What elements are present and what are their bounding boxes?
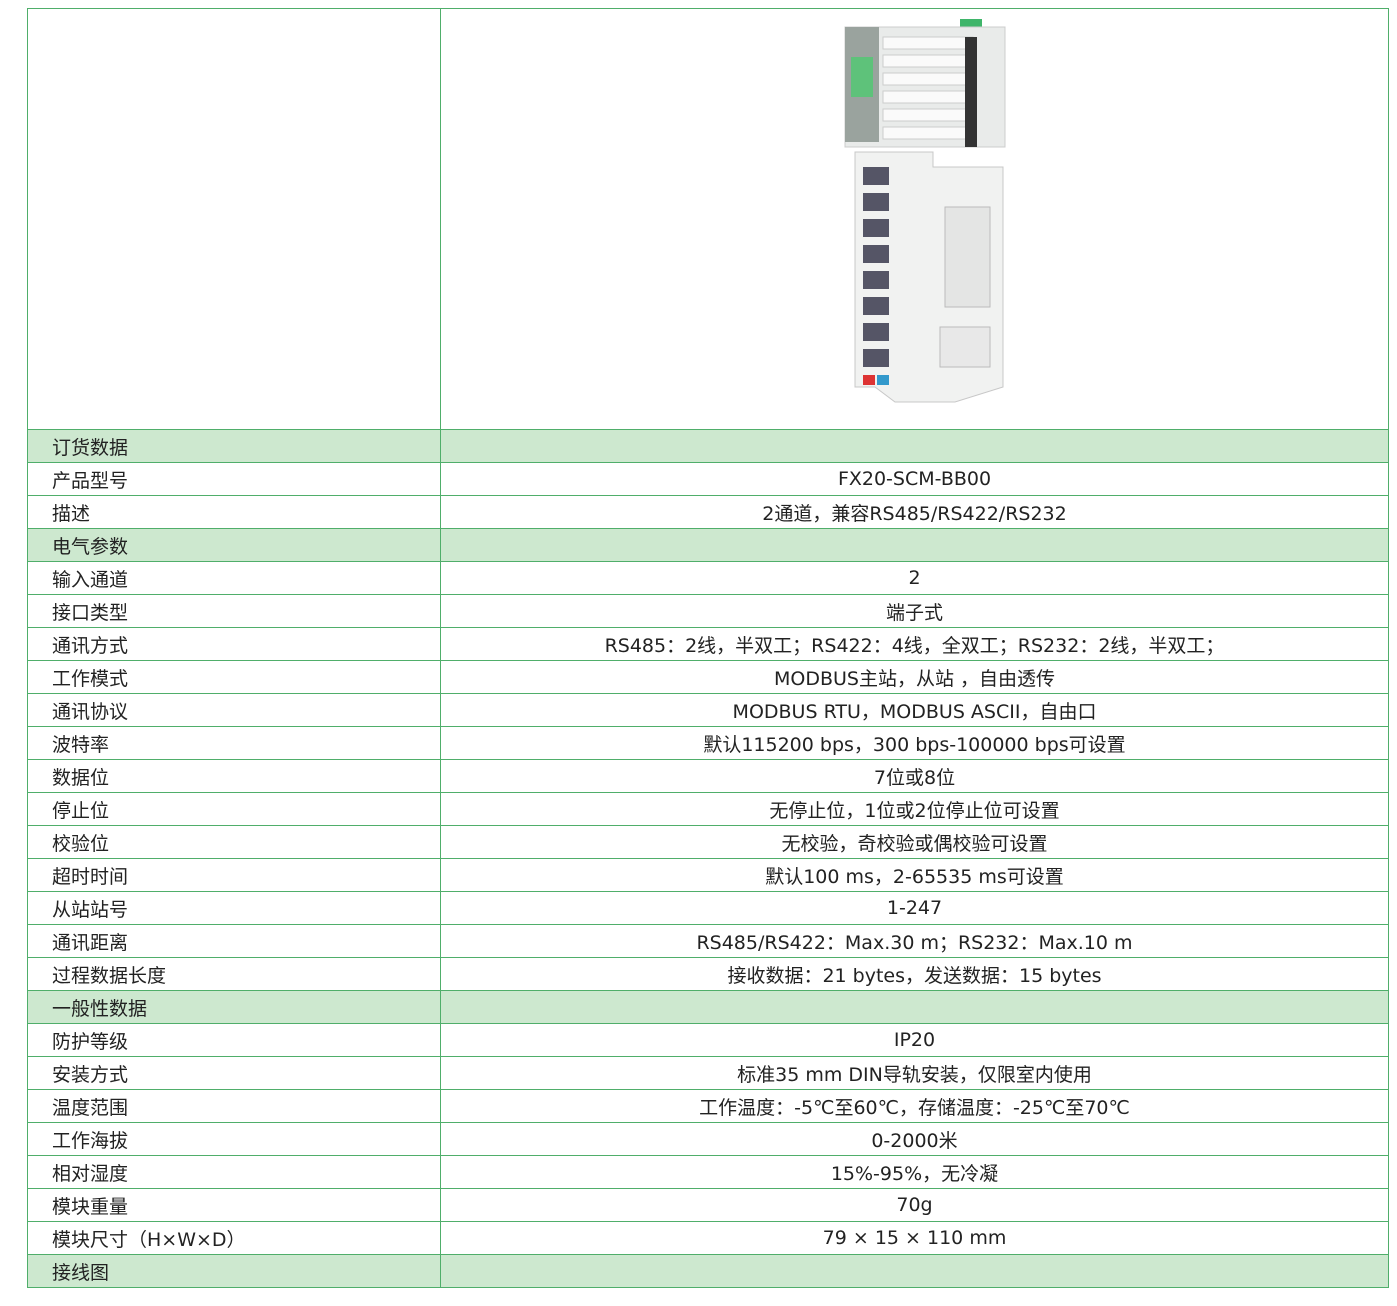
- spec-row: 超时时间 默认100 ms，2-65535 ms可设置: [27, 858, 1389, 892]
- spec-table: 订货数据 产品型号 FX20-SCM-BB00 描述 2通道，兼容RS485/RS422…: [27, 8, 1389, 1288]
- spec-row: 通讯协议 MODBUS RTU，MODBUS ASCII，自由口: [27, 693, 1389, 727]
- spec-value: 2通道，兼容RS485/RS422/RS232: [440, 495, 1389, 529]
- spec-row: 安装方式 标准35 mm DIN导轨安装，仅限室内使用: [27, 1056, 1389, 1090]
- section-title: 一般性数据: [27, 990, 441, 1024]
- image-row: [27, 8, 1389, 430]
- spec-label: 温度范围: [27, 1089, 441, 1123]
- spec-value: 无停止位，1位或2位停止位可设置: [440, 792, 1389, 826]
- spec-label: 通讯协议: [27, 693, 441, 727]
- spec-value: MODBUS主站，从站 ，自由透传: [440, 660, 1389, 694]
- spec-value: 默认100 ms，2-65535 ms可设置: [440, 858, 1389, 892]
- spec-label: 防护等级: [27, 1023, 441, 1057]
- spec-label: 描述: [27, 495, 441, 529]
- spec-value: RS485/RS422：Max.30 m；RS232：Max.10 m: [440, 924, 1389, 958]
- spec-value: 工作温度：-5℃至60℃，存储温度：-25℃至70℃: [440, 1089, 1389, 1123]
- spec-label: 通讯方式: [27, 627, 441, 661]
- spec-value: MODBUS RTU，MODBUS ASCII，自由口: [440, 693, 1389, 727]
- spec-value: 默认115200 bps，300 bps-100000 bps可设置: [440, 726, 1389, 760]
- spec-value: 标准35 mm DIN导轨安装，仅限室内使用: [440, 1056, 1389, 1090]
- spec-row: 通讯距离 RS485/RS422：Max.30 m；RS232：Max.10 m: [27, 924, 1389, 958]
- spec-label: 通讯距离: [27, 924, 441, 958]
- spec-row: 通讯方式 RS485：2线，半双工；RS422：4线，全双工；RS232：2线，半…: [27, 627, 1389, 661]
- spec-row: 波特率 默认115200 bps，300 bps-100000 bps可设置: [27, 726, 1389, 760]
- section-title: 订货数据: [27, 429, 441, 463]
- section-title: 电气参数: [27, 528, 441, 562]
- spec-value: 70g: [440, 1188, 1389, 1222]
- section-blank: [440, 528, 1389, 562]
- spec-label: 模块尺寸（H×W×D）: [27, 1221, 441, 1255]
- spec-row: 接口类型 端子式: [27, 594, 1389, 628]
- product-image: [844, 18, 1005, 402]
- spec-row: 停止位 无停止位，1位或2位停止位可设置: [27, 792, 1389, 826]
- spec-label: 工作模式: [27, 660, 441, 694]
- spec-row: 输入通道 2: [27, 561, 1389, 595]
- spec-label: 接口类型: [27, 594, 441, 628]
- section-row: 订货数据: [27, 429, 1389, 463]
- section-blank: [440, 1254, 1389, 1288]
- spec-label: 校验位: [27, 825, 441, 859]
- section-title: 接线图: [27, 1254, 441, 1288]
- spec-label: 数据位: [27, 759, 441, 793]
- spec-row: 模块尺寸（H×W×D） 79 × 15 × 110 mm: [27, 1221, 1389, 1255]
- image-cell: [440, 8, 1389, 430]
- section-row: 一般性数据: [27, 990, 1389, 1024]
- section-blank: [440, 429, 1389, 463]
- image-cell-empty: [27, 8, 441, 430]
- spec-label: 相对湿度: [27, 1155, 441, 1189]
- spec-value: 15%-95%，无冷凝: [440, 1155, 1389, 1189]
- section-blank: [440, 990, 1389, 1024]
- spec-value: 0-2000米: [440, 1122, 1389, 1156]
- spec-sheet: 订货数据 产品型号 FX20-SCM-BB00 描述 2通道，兼容RS485/RS422…: [27, 8, 1389, 1288]
- spec-value: 1-247: [440, 891, 1389, 925]
- spec-row: 产品型号 FX20-SCM-BB00: [27, 462, 1389, 496]
- spec-value: RS485：2线，半双工；RS422：4线，全双工；RS232：2线，半双工；: [440, 627, 1389, 661]
- spec-row: 过程数据长度 接收数据：21 bytes，发送数据：15 bytes: [27, 957, 1389, 991]
- spec-row: 模块重量 70g: [27, 1188, 1389, 1222]
- spec-value: 接收数据：21 bytes，发送数据：15 bytes: [440, 957, 1389, 991]
- spec-row: 数据位 7位或8位: [27, 759, 1389, 793]
- spec-row: 防护等级 IP20: [27, 1023, 1389, 1057]
- spec-row: 校验位 无校验，奇校验或偶校验可设置: [27, 825, 1389, 859]
- spec-label: 超时时间: [27, 858, 441, 892]
- spec-row: 相对湿度 15%-95%，无冷凝: [27, 1155, 1389, 1189]
- spec-label: 过程数据长度: [27, 957, 441, 991]
- spec-label: 停止位: [27, 792, 441, 826]
- spec-value: 无校验，奇校验或偶校验可设置: [440, 825, 1389, 859]
- spec-label: 产品型号: [27, 462, 441, 496]
- spec-value: IP20: [440, 1023, 1389, 1057]
- spec-row: 工作模式 MODBUS主站，从站 ，自由透传: [27, 660, 1389, 694]
- spec-label: 波特率: [27, 726, 441, 760]
- spec-label: 从站站号: [27, 891, 441, 925]
- section-row: 接线图: [27, 1254, 1389, 1288]
- spec-label: 工作海拔: [27, 1122, 441, 1156]
- spec-row: 从站站号 1-247: [27, 891, 1389, 925]
- spec-row: 温度范围 工作温度：-5℃至60℃，存储温度：-25℃至70℃: [27, 1089, 1389, 1123]
- section-row: 电气参数: [27, 528, 1389, 562]
- spec-row: 描述 2通道，兼容RS485/RS422/RS232: [27, 495, 1389, 529]
- spec-value: 端子式: [440, 594, 1389, 628]
- spec-label: 模块重量: [27, 1188, 441, 1222]
- spec-label: 输入通道: [27, 561, 441, 595]
- spec-value: FX20-SCM-BB00: [440, 462, 1389, 496]
- spec-row: 工作海拔 0-2000米: [27, 1122, 1389, 1156]
- spec-value: 7位或8位: [440, 759, 1389, 793]
- spec-value: 2: [440, 561, 1389, 595]
- spec-label: 安装方式: [27, 1056, 441, 1090]
- spec-value: 79 × 15 × 110 mm: [440, 1221, 1389, 1255]
